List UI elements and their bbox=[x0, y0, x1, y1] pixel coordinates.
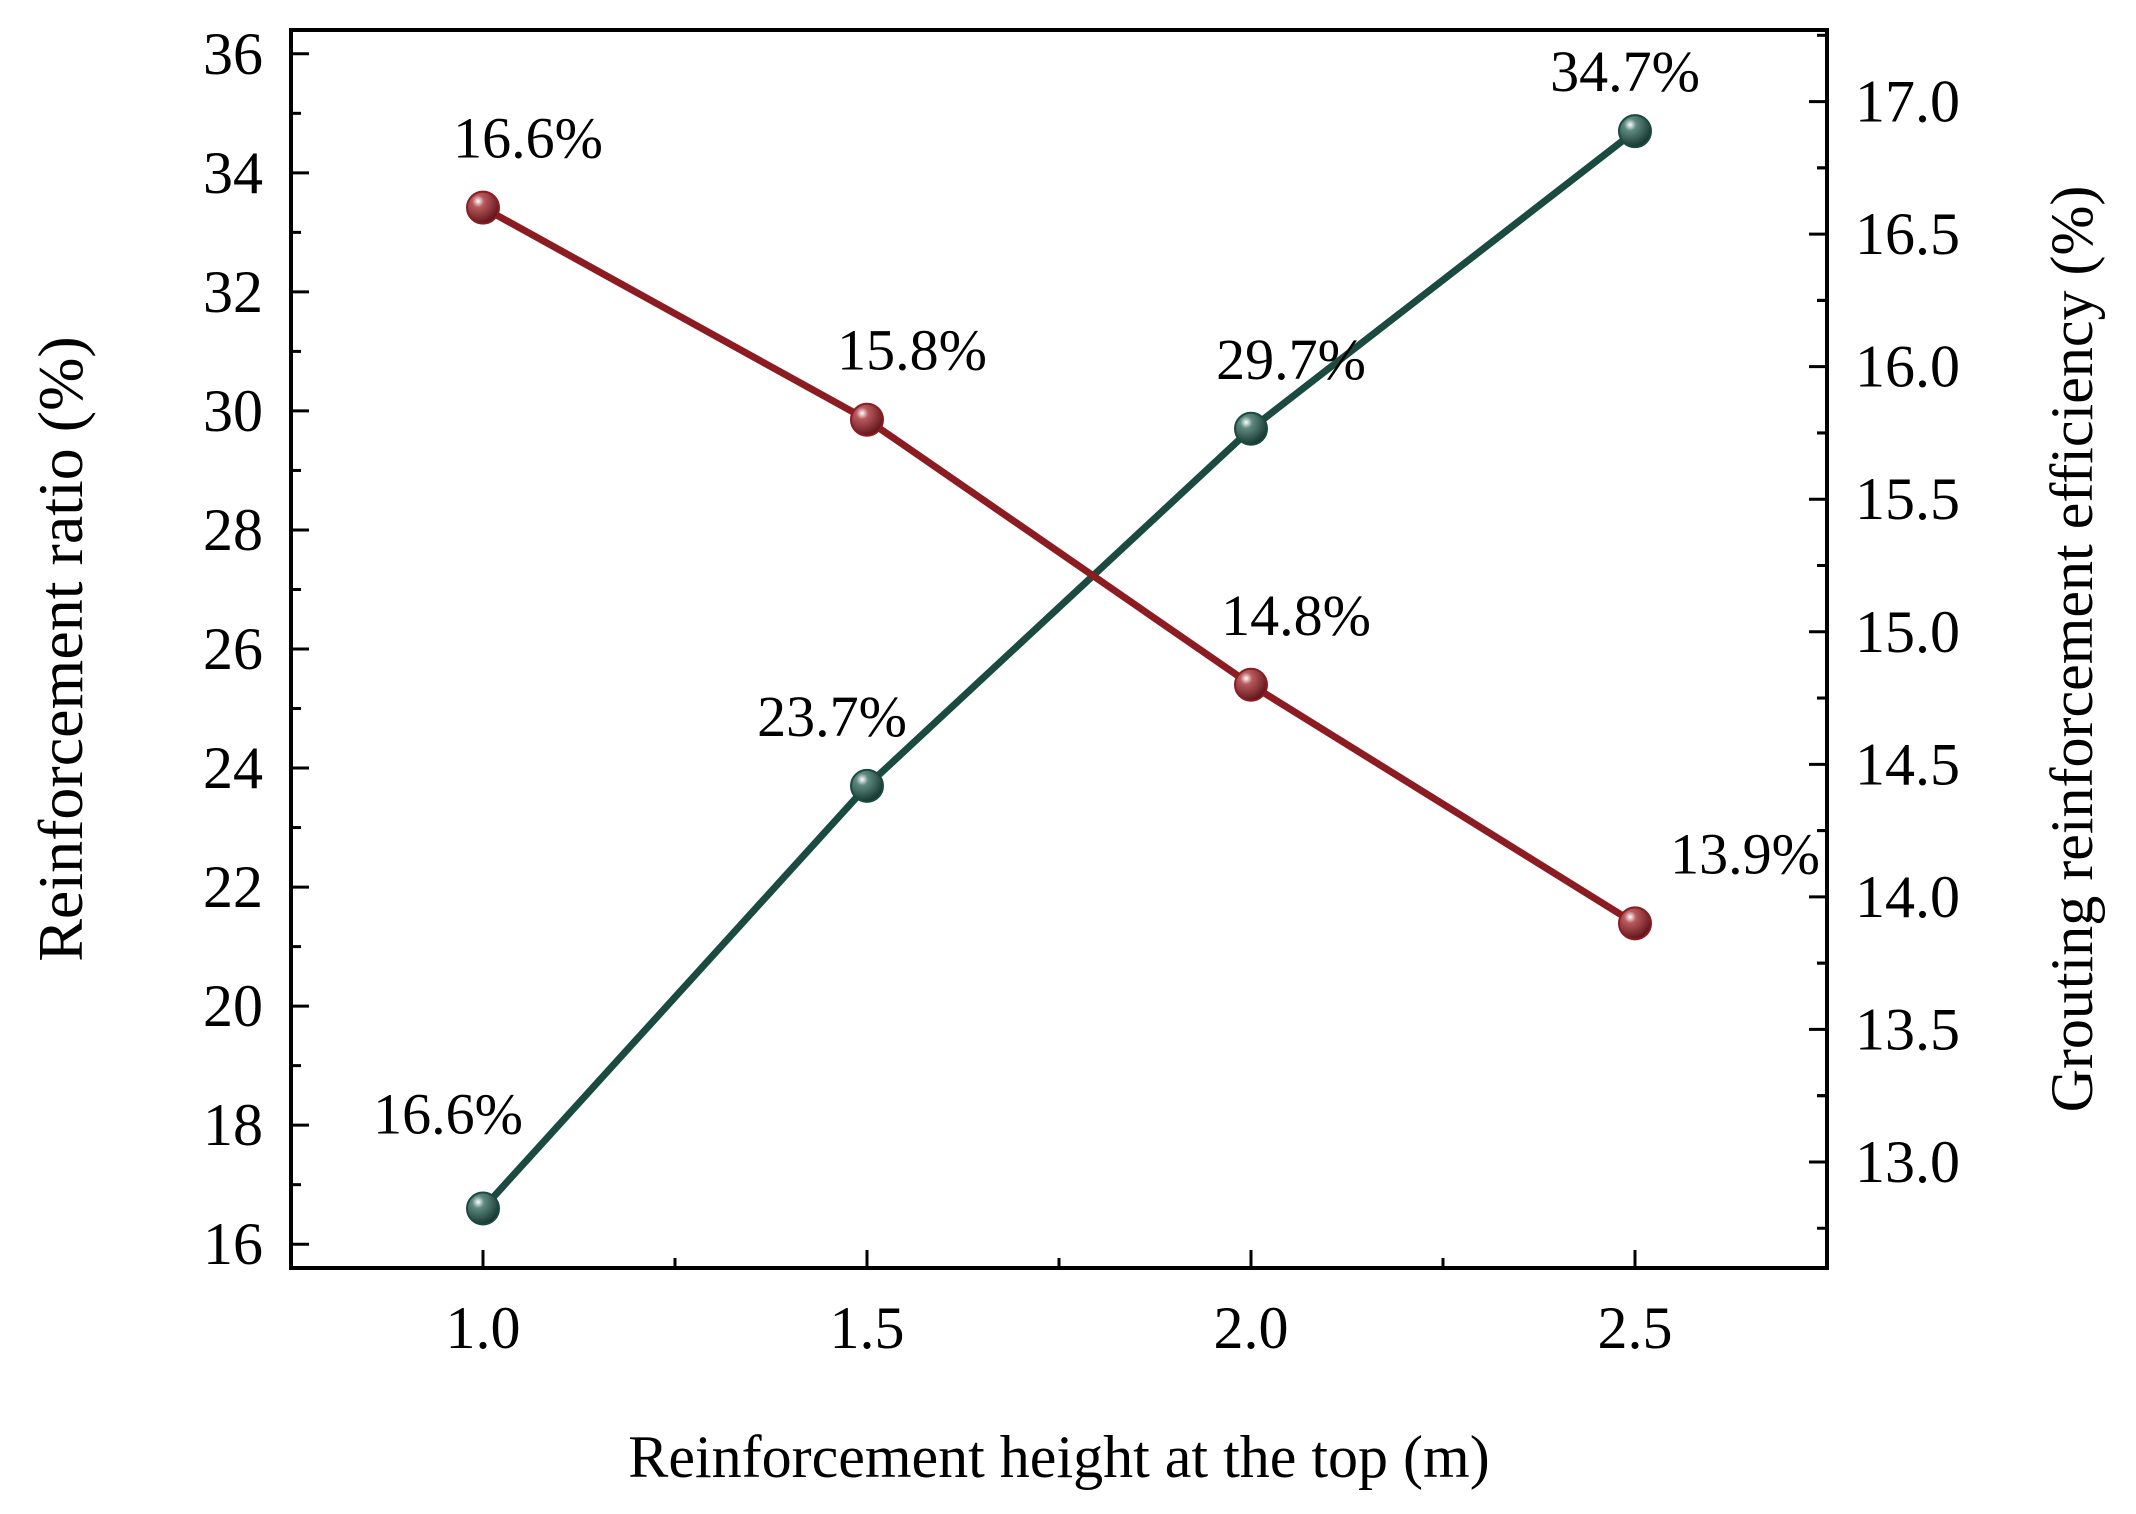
data-point bbox=[466, 190, 500, 225]
series-layer: 16.6% 23.7% 29.7% 34.7% 16.6% 15.8% 14.8% 13.9% bbox=[373, 39, 1820, 1226]
data-label: 16.6% bbox=[373, 1081, 523, 1146]
data-label: 13.9% bbox=[1670, 821, 1820, 886]
y-left-tick-label: 32 bbox=[203, 259, 263, 325]
x-tick-label: 1.0 bbox=[446, 1295, 521, 1361]
data-point bbox=[1618, 114, 1652, 149]
y-right-tick-label: 16.0 bbox=[1855, 334, 1960, 400]
y-left-tick-label: 34 bbox=[203, 140, 263, 206]
y-right-axis-title: Grouting reinforcement efficiency (%) bbox=[2039, 186, 2105, 1113]
y-left-axis-title: Reinforcement ratio (%) bbox=[25, 336, 96, 962]
y-left-tick-label: 28 bbox=[203, 497, 263, 563]
y-left-tick-label: 24 bbox=[203, 735, 263, 801]
data-label: 34.7% bbox=[1550, 39, 1700, 104]
y-left-tick-label: 20 bbox=[203, 973, 263, 1039]
y-left-tick-label: 36 bbox=[203, 21, 263, 87]
series-line-grouting-efficiency bbox=[481, 204, 1637, 927]
data-point bbox=[1618, 906, 1652, 941]
y-left-tick-label: 22 bbox=[203, 854, 263, 920]
y-right-tick-label: 14.5 bbox=[1855, 731, 1960, 797]
x-axis: 1.0 1.5 2.0 2.5 bbox=[446, 1250, 1673, 1361]
x-axis-title: Reinforcement height at the top (m) bbox=[628, 1424, 1489, 1490]
y-right-tick-label: 15.0 bbox=[1855, 599, 1960, 665]
x-tick-label: 2.5 bbox=[1598, 1295, 1673, 1361]
y-right-axis: 13.0 13.5 14.0 14.5 15.0 15.5 16.0 16.5 17.0 bbox=[1809, 33, 1960, 1230]
y-left-tick-label: 30 bbox=[203, 378, 263, 444]
y-right-tick-label: 14.0 bbox=[1855, 864, 1960, 930]
x-tick-label: 1.5 bbox=[830, 1295, 905, 1361]
y-right-tick-label: 13.0 bbox=[1855, 1129, 1960, 1195]
y-left-tick-label: 18 bbox=[203, 1092, 263, 1158]
data-label: 23.7% bbox=[757, 684, 907, 749]
y-left-axis: 16 18 20 22 24 26 28 30 32 34 36 bbox=[203, 21, 309, 1277]
data-point bbox=[1234, 411, 1268, 446]
data-point bbox=[1234, 667, 1268, 702]
data-label: 14.8% bbox=[1221, 583, 1371, 648]
x-tick-label: 2.0 bbox=[1214, 1295, 1289, 1361]
y-left-tick-label: 26 bbox=[203, 616, 263, 682]
data-label: 15.8% bbox=[837, 318, 987, 383]
data-point bbox=[466, 1191, 500, 1226]
data-point bbox=[850, 768, 884, 803]
y-right-tick-label: 13.5 bbox=[1855, 996, 1960, 1062]
data-label: 29.7% bbox=[1216, 327, 1366, 392]
y-left-tick-label: 16 bbox=[203, 1211, 263, 1277]
y-right-tick-label: 16.5 bbox=[1855, 201, 1960, 267]
series-line-reinforcement-ratio bbox=[480, 128, 1638, 1211]
data-point bbox=[850, 402, 884, 437]
y-right-tick-label: 15.5 bbox=[1855, 466, 1960, 532]
y-right-tick-label: 17.0 bbox=[1855, 69, 1960, 135]
data-label: 16.6% bbox=[453, 106, 603, 171]
